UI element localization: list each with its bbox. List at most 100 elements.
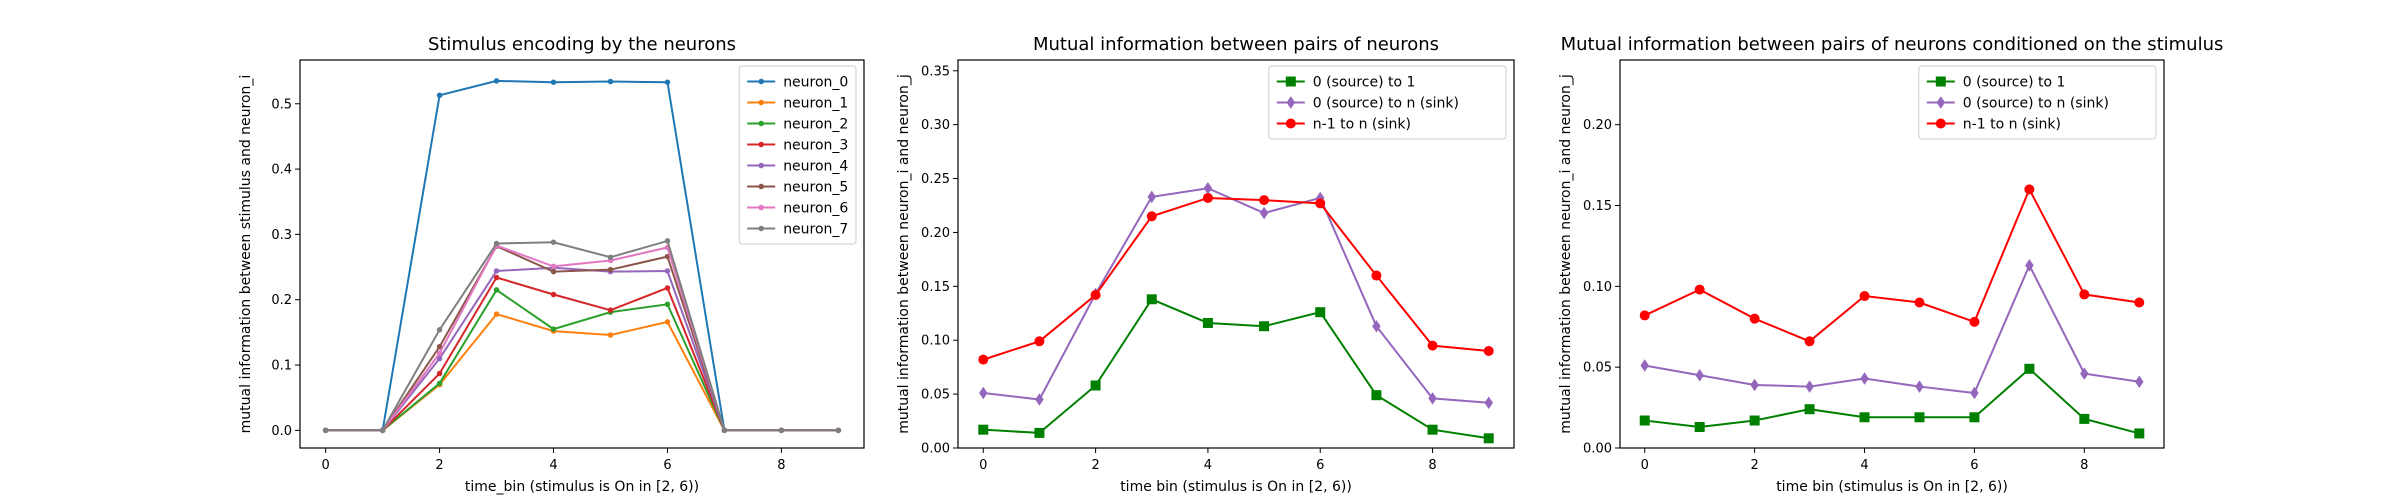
data-point-1-3 — [493, 311, 500, 317]
data-point-4-6 — [664, 268, 671, 274]
data-point-1-7 — [1372, 319, 1381, 333]
data-point-2-4 — [1202, 192, 1213, 203]
legend-marker — [758, 141, 764, 148]
data-point-5-2 — [436, 344, 443, 350]
legend-marker — [758, 162, 764, 169]
data-point-2-2 — [1090, 289, 1101, 300]
series-line-1 — [983, 187, 1489, 404]
legend: 0 (source) to 1 0 (source) to n (sink) n-1… — [1918, 65, 2157, 140]
legend-box — [1268, 65, 1507, 140]
plot-area — [322, 78, 842, 434]
data-point-1-0 — [979, 386, 988, 400]
data-point-1-9 — [2135, 375, 2144, 388]
axes-frame — [299, 59, 865, 449]
legend-label: 0 (source) to 1 — [1313, 75, 1416, 91]
y-axis-label: mutual information between stimulus and … — [238, 75, 254, 434]
legend-label: neuron_5 — [783, 180, 848, 196]
data-point-1-4 — [1203, 182, 1213, 195]
legend-marker — [758, 204, 764, 211]
x-axis-label: time bin (stimulus is On in [2, 6)) — [1120, 479, 1352, 495]
data-point-0-7 — [2024, 363, 2035, 374]
y-axis-label: mutual information between neuron_i and … — [896, 74, 912, 434]
data-point-2-8 — [1427, 340, 1438, 351]
data-point-1-8 — [2080, 367, 2089, 380]
y-tick-label: 0.20 — [921, 226, 950, 241]
axes-frame — [957, 59, 1515, 449]
data-point-7-0 — [322, 427, 329, 434]
data-point-2-4 — [1859, 291, 1870, 302]
x-tick-label: 0 — [321, 458, 329, 473]
y-tick-label: 0.00 — [921, 442, 950, 457]
x-tick-label: 0 — [1641, 458, 1649, 473]
y-tick-label: 0.10 — [1583, 280, 1612, 295]
legend-box — [1918, 65, 2157, 140]
data-point-2-4 — [550, 326, 557, 332]
series-line-0 — [983, 298, 1489, 440]
data-point-2-2 — [436, 380, 443, 387]
chart-title: Mutual information between pairs of neur… — [1561, 34, 2224, 55]
data-point-0-4 — [550, 79, 557, 85]
data-point-4-3 — [493, 268, 500, 274]
data-point-3-2 — [436, 370, 443, 377]
data-point-5-5 — [607, 266, 614, 273]
data-point-2-0 — [978, 354, 989, 365]
data-point-2-5 — [1914, 297, 1925, 308]
data-point-0-8 — [2079, 413, 2090, 424]
legend-marker — [1286, 96, 1296, 109]
data-point-5-4 — [550, 268, 557, 275]
data-point-0-5 — [1914, 412, 1925, 423]
y-tick-label: 0.00 — [1583, 442, 1612, 457]
y-tick-label: 0.10 — [921, 334, 950, 349]
data-point-0-0 — [1639, 415, 1650, 426]
x-tick-label: 2 — [1750, 458, 1758, 473]
data-point-0-6 — [1969, 412, 1980, 423]
y-tick-label: 0.05 — [1583, 361, 1612, 376]
y-tick-label: 0.05 — [921, 388, 950, 403]
legend-label: n-1 to n (sink) — [1963, 117, 2061, 133]
legend-label: neuron_3 — [783, 138, 848, 154]
plot-area — [978, 182, 1494, 444]
data-point-2-2 — [1749, 313, 1760, 324]
data-point-3-6 — [664, 285, 671, 291]
data-point-7-1 — [379, 427, 386, 434]
y-tick-label: 0.0 — [271, 424, 292, 439]
data-point-2-9 — [1483, 346, 1494, 356]
data-point-2-9 — [2134, 297, 2145, 308]
y-tick-label: 0.5 — [271, 97, 292, 112]
y-tick-label: 0.35 — [921, 64, 950, 79]
data-point-2-6 — [1969, 316, 1980, 327]
data-point-1-5 — [1259, 206, 1269, 220]
legend-marker — [1285, 118, 1296, 129]
chart-title: Stimulus encoding by the neurons — [428, 34, 736, 55]
x-tick-label: 6 — [1970, 458, 1978, 473]
series-line-7 — [325, 239, 839, 432]
legend-label: 0 (source) to n (sink) — [1963, 96, 2109, 112]
data-point-1-4 — [1860, 372, 1869, 385]
data-point-0-4 — [1859, 412, 1870, 423]
data-point-2-6 — [664, 301, 671, 308]
chart-panel-2: Mutual information between pairs of neur… — [1558, 34, 2223, 495]
data-point-3-3 — [493, 274, 500, 281]
x-tick-label: 4 — [549, 458, 557, 473]
data-point-4-2 — [436, 355, 443, 362]
series-line-4 — [325, 266, 839, 432]
y-tick-label: 0.1 — [271, 359, 292, 374]
legend-marker — [1936, 96, 1946, 109]
data-point-0-3 — [1804, 404, 1815, 415]
data-point-1-5 — [1915, 380, 1924, 393]
y-tick-label: 0.2 — [271, 293, 292, 308]
data-point-7-2 — [436, 327, 443, 333]
data-point-2-1 — [1034, 336, 1045, 347]
x-tick-label: 2 — [1091, 458, 1099, 473]
legend-marker — [758, 225, 764, 232]
data-point-1-5 — [607, 332, 614, 338]
axes-frame — [1619, 59, 2165, 449]
data-point-1-1 — [1035, 393, 1044, 406]
legend-label: 0 (source) to n (sink) — [1313, 96, 1459, 112]
series-line-2 — [982, 196, 1489, 361]
data-point-2-3 — [1804, 336, 1815, 347]
series-line-0 — [1644, 367, 2140, 435]
data-point-7-6 — [664, 238, 671, 244]
legend-marker — [758, 183, 764, 190]
legend-label: neuron_7 — [783, 222, 848, 238]
